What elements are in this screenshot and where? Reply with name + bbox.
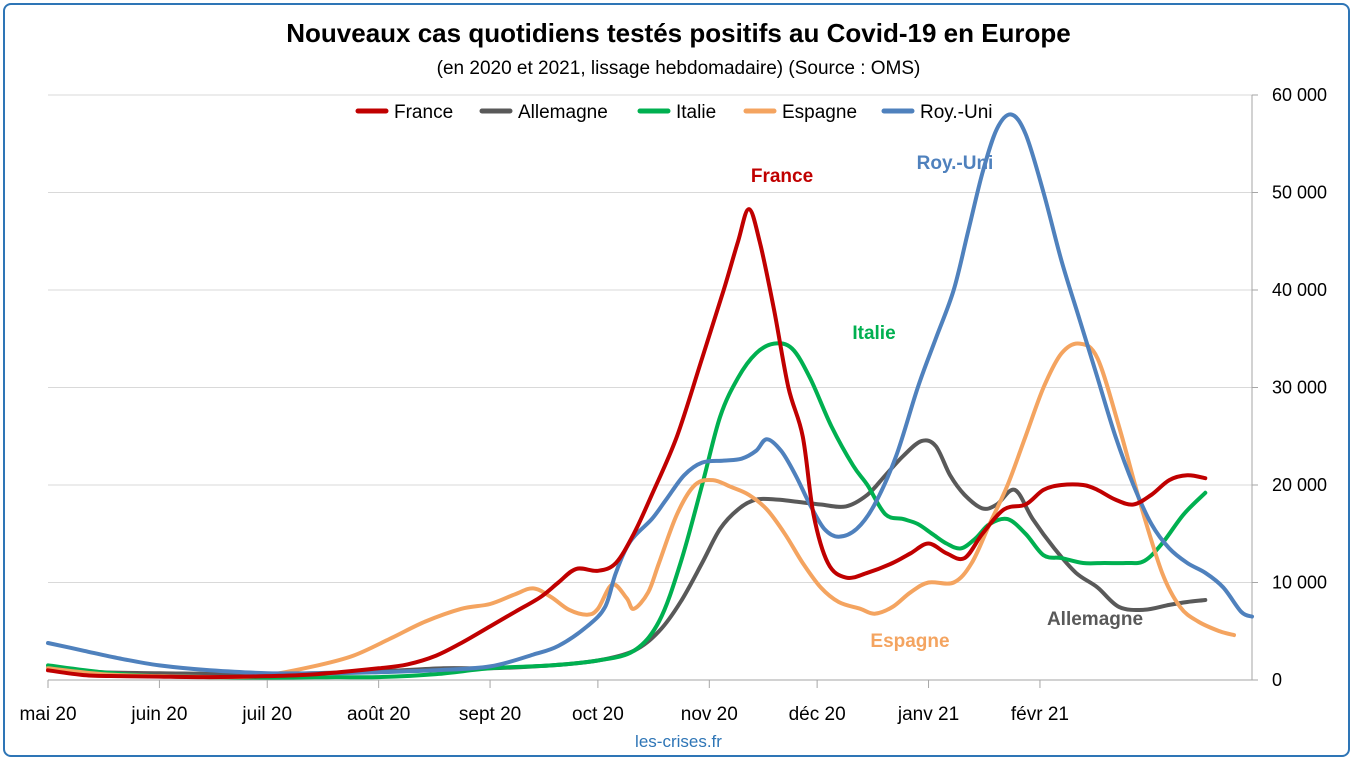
legend-item[interactable]: Roy.-Uni [881, 102, 993, 123]
source-link[interactable]: les-crises.fr [635, 732, 722, 751]
x-axis-ticks: mai 20 juin 20 juil 20 août 20 sept 20 oct 20… [19, 680, 1069, 725]
annotation-label: Allemagne [1047, 609, 1143, 630]
x-tick-label: mai 20 [19, 704, 76, 725]
series-line-italie [46, 341, 1208, 680]
x-tick-label: sept 20 [459, 704, 521, 725]
legend-label: Italie [676, 102, 716, 123]
gridlines [48, 94, 1252, 583]
y-tick-label: 40 000 [1272, 280, 1327, 300]
x-tick-label: nov 20 [681, 704, 738, 725]
legend-item[interactable]: Espagne [743, 102, 857, 123]
x-tick-label: juil 20 [241, 704, 292, 725]
legend-label: Roy.-Uni [920, 102, 993, 123]
series-line-espagne [46, 341, 1236, 680]
y-axis-ticks: 0 10 000 20 000 30 000 40 000 50 000 60 000 [1252, 85, 1327, 690]
series-lines [46, 112, 1254, 680]
legend-label: Espagne [782, 102, 857, 123]
legend-item[interactable]: Allemagne [479, 102, 608, 123]
y-tick-label: 50 000 [1272, 183, 1327, 203]
series-annotations: France Allemagne Italie Espagne Roy.-Uni [751, 153, 1143, 652]
x-tick-label: oct 20 [572, 704, 624, 725]
legend-item[interactable]: France [355, 102, 453, 123]
annotation-label: Roy.-Uni [917, 153, 994, 174]
legend-item[interactable]: Italie [637, 102, 716, 123]
x-tick-label: août 20 [347, 704, 410, 725]
annotation-label: France [751, 166, 813, 187]
legend-label: France [394, 102, 453, 123]
x-tick-label: févr 21 [1011, 704, 1069, 725]
series-line-allemagne [46, 438, 1208, 677]
legend-label: Allemagne [518, 102, 608, 123]
y-tick-label: 0 [1272, 670, 1282, 690]
y-tick-label: 60 000 [1272, 85, 1327, 105]
y-tick-label: 30 000 [1272, 378, 1327, 398]
y-tick-label: 10 000 [1272, 573, 1327, 593]
y-tick-label: 20 000 [1272, 475, 1327, 495]
x-tick-label: déc 20 [789, 704, 846, 725]
chart-frame [3, 3, 1350, 757]
legend: France Allemagne Italie Espagne Roy.-Uni [355, 102, 993, 123]
annotation-label: Espagne [870, 631, 949, 652]
series-line-france [46, 207, 1208, 680]
chart-subtitle: (en 2020 et 2021, lissage hebdomadaire) … [436, 58, 921, 79]
chart-title: Nouveaux cas quotidiens testés positifs … [286, 18, 1071, 48]
x-tick-label: juin 20 [130, 704, 187, 725]
annotation-label: Italie [852, 323, 895, 344]
x-tick-label: janv 21 [897, 704, 959, 725]
